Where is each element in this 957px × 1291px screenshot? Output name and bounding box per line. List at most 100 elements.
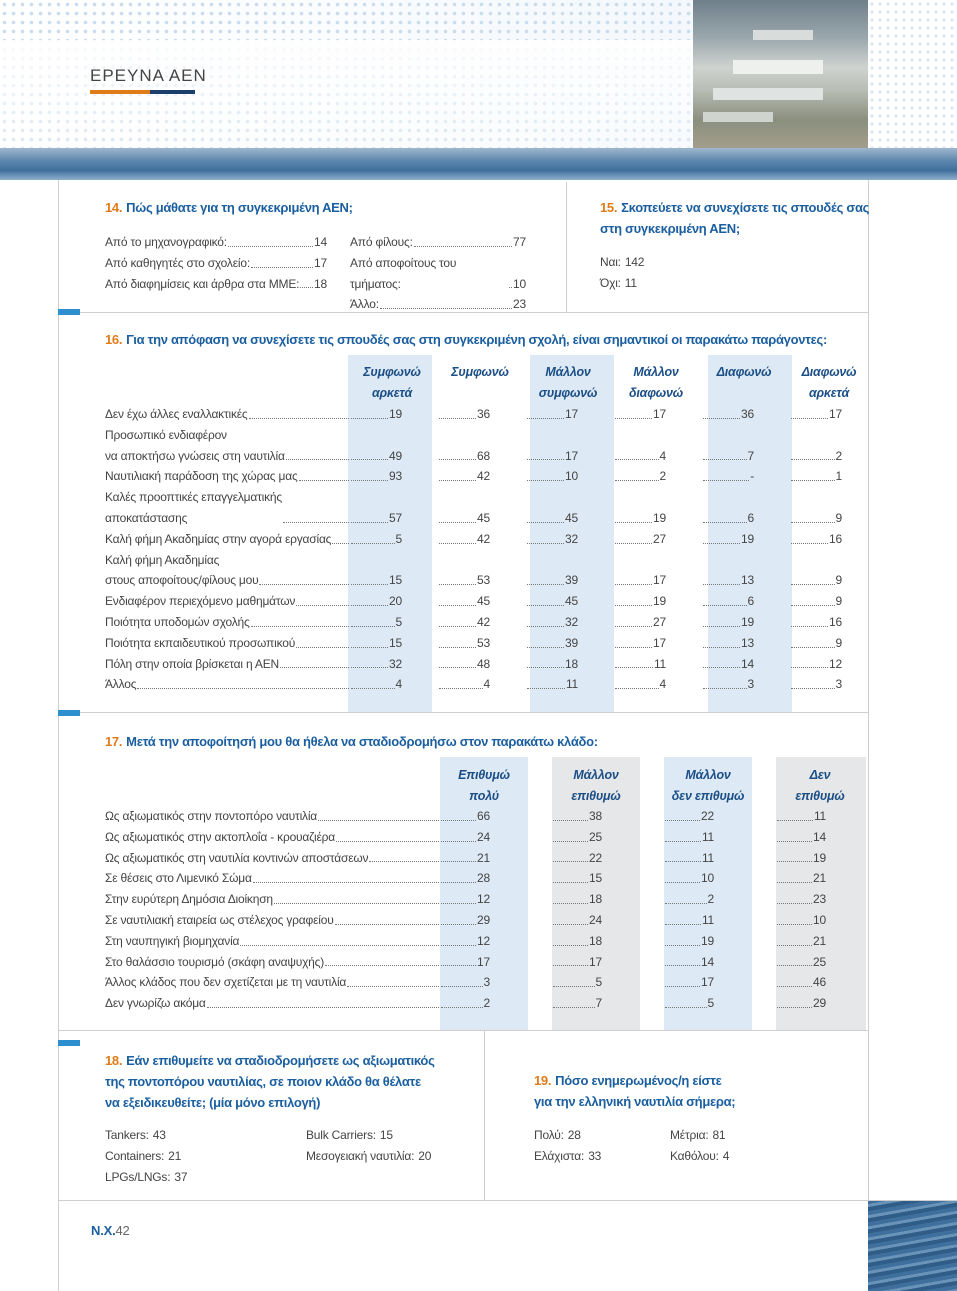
leader [439, 542, 477, 544]
leader [615, 646, 653, 648]
leader [439, 604, 477, 606]
value-cell: 17 [790, 404, 868, 425]
table-row: Ναυτιλιακή παράδοση της χώρας μας 93 42 10 2… [105, 466, 868, 487]
leader [439, 521, 477, 523]
column-shade [776, 757, 866, 1030]
cell-value: 15 [389, 573, 402, 588]
leader [298, 480, 349, 482]
table-row: Ως αξιωματικός στην ποντοπόρο ναυτιλία 66… [105, 806, 868, 827]
marker [58, 1040, 80, 1046]
value-cell: 29 [440, 910, 552, 931]
row-label-cell: Καλή φήμη Ακαδημίας στους αποφοίτους/φίλ… [105, 550, 350, 592]
leader [665, 882, 701, 884]
leader [791, 646, 835, 648]
leader [665, 819, 701, 821]
leader [441, 819, 477, 821]
leader [777, 861, 813, 863]
leader [553, 882, 589, 884]
leader [527, 459, 565, 461]
value-cell: 5 [552, 972, 664, 993]
question-title: 17. Μετά την αποφοίτησή μου θα ήθελα να σ… [105, 731, 598, 752]
cell-value: 16 [829, 614, 842, 629]
row-label-cell: Ποιότητα εκπαιδευτικού προσωπικού [105, 633, 350, 654]
column-shade [552, 757, 640, 1030]
value-cell: - [702, 466, 790, 487]
question-text: Μετά την αποφοίτησή μου θα ήθελα να σταδ… [126, 734, 598, 749]
leader [441, 882, 477, 884]
table-body: Δεν έχω άλλες εναλλακτικές 19 36 17 17 36 17 Πρ… [105, 404, 868, 695]
row-label: Ποιότητα εκπαιδευτικού προσωπικού [105, 635, 296, 650]
value-cell: 11 [614, 654, 702, 675]
cell-value: 28 [477, 871, 490, 886]
cell-value: 18 [565, 656, 578, 671]
cell-value: 17 [829, 407, 842, 421]
cell-value: 93 [389, 469, 402, 484]
row-label: Ως αξιωματικός στη ναυτιλία κοντινών απο… [105, 850, 369, 865]
leader [615, 417, 653, 419]
cell-value: 5 [707, 996, 715, 1011]
row-label-cell: Καλή φήμη Ακαδημίας στην αγορά εργασίας [105, 529, 350, 550]
answer-list: Bulk Carriers: 15 Μεσογειακή ναυτιλία: 20 [306, 1125, 431, 1167]
cell-value: 21 [477, 850, 490, 865]
answer: Bulk Carriers: 15 [306, 1125, 431, 1146]
leader [351, 459, 389, 461]
leader [332, 542, 349, 544]
leader [282, 521, 349, 523]
question-title: 19. Πόσο ενημερωμένος/η είστε για την ελλ… [534, 1070, 736, 1112]
column-header: Μάλλον συμφωνώ [538, 365, 598, 400]
leader [413, 245, 513, 247]
cell-value: 29 [477, 912, 490, 927]
value-cell: 13 [702, 633, 790, 654]
leader [527, 688, 565, 690]
value-cell: 11 [526, 674, 614, 695]
cell-value: 21 [813, 933, 826, 948]
question-title: 18. Εάν επιθυμείτε να σταδιοδρομήσετε ως … [105, 1050, 435, 1113]
leader [615, 521, 653, 523]
column-header: Μάλλον διαφωνώ [628, 365, 684, 400]
table-row: Σε θέσεις στο Λιμενικό Σώμα 28 15 10 21 [105, 868, 868, 889]
cell-value: 16 [829, 531, 842, 546]
value-cell: 25 [552, 827, 664, 848]
value-cell: 19 [702, 529, 790, 550]
leader [665, 986, 701, 988]
answer-label: Από αποφοίτους του τμήματος: [350, 255, 457, 291]
cell-value: 11 [653, 656, 666, 671]
value-cell: 5 [350, 529, 438, 550]
section-title: ΕΡΕΥΝΑ ΑΕΝ [90, 66, 207, 85]
value-cell: 5 [664, 993, 776, 1014]
water-band [0, 148, 957, 180]
leader [791, 688, 835, 690]
cell-value: 36 [741, 407, 754, 421]
leader [441, 944, 477, 946]
leader [240, 944, 439, 946]
value-cell: 9 [790, 591, 868, 612]
value-cell: 4 [438, 674, 526, 695]
row-label-cell: Άλλος [105, 674, 350, 695]
cell-value: 19 [813, 850, 826, 865]
cell-value: 15 [589, 871, 602, 886]
cell-value: 27 [653, 531, 666, 546]
value-cell: 5 [350, 612, 438, 633]
leader [285, 459, 349, 461]
answer: Άλλο: 23 [350, 294, 526, 315]
leader [325, 965, 439, 967]
cell-value: 22 [701, 809, 714, 823]
value-cell: 12 [790, 654, 868, 675]
value-cell: 19 [614, 591, 702, 612]
cell-value: 11 [701, 912, 714, 927]
answer: Ελάχιστα: 33 [534, 1146, 601, 1167]
value-cell: 22 [552, 848, 664, 869]
leader [615, 604, 653, 606]
column-shade [664, 757, 752, 1030]
answer-label: Containers: [105, 1148, 165, 1163]
table-row: Προσωπικό ενδιαφέρον να αποκτήσω γνώσεις… [105, 425, 868, 467]
cell-value: 3 [747, 677, 755, 692]
answer: Από αποφοίτους του τμήματος: 10 [350, 253, 526, 295]
marker [58, 710, 80, 716]
leader [439, 625, 477, 627]
page-number: 42 [115, 1223, 130, 1238]
leader [527, 646, 565, 648]
column-shade [530, 355, 614, 712]
value-cell: 12 [440, 931, 552, 952]
leader [553, 944, 589, 946]
